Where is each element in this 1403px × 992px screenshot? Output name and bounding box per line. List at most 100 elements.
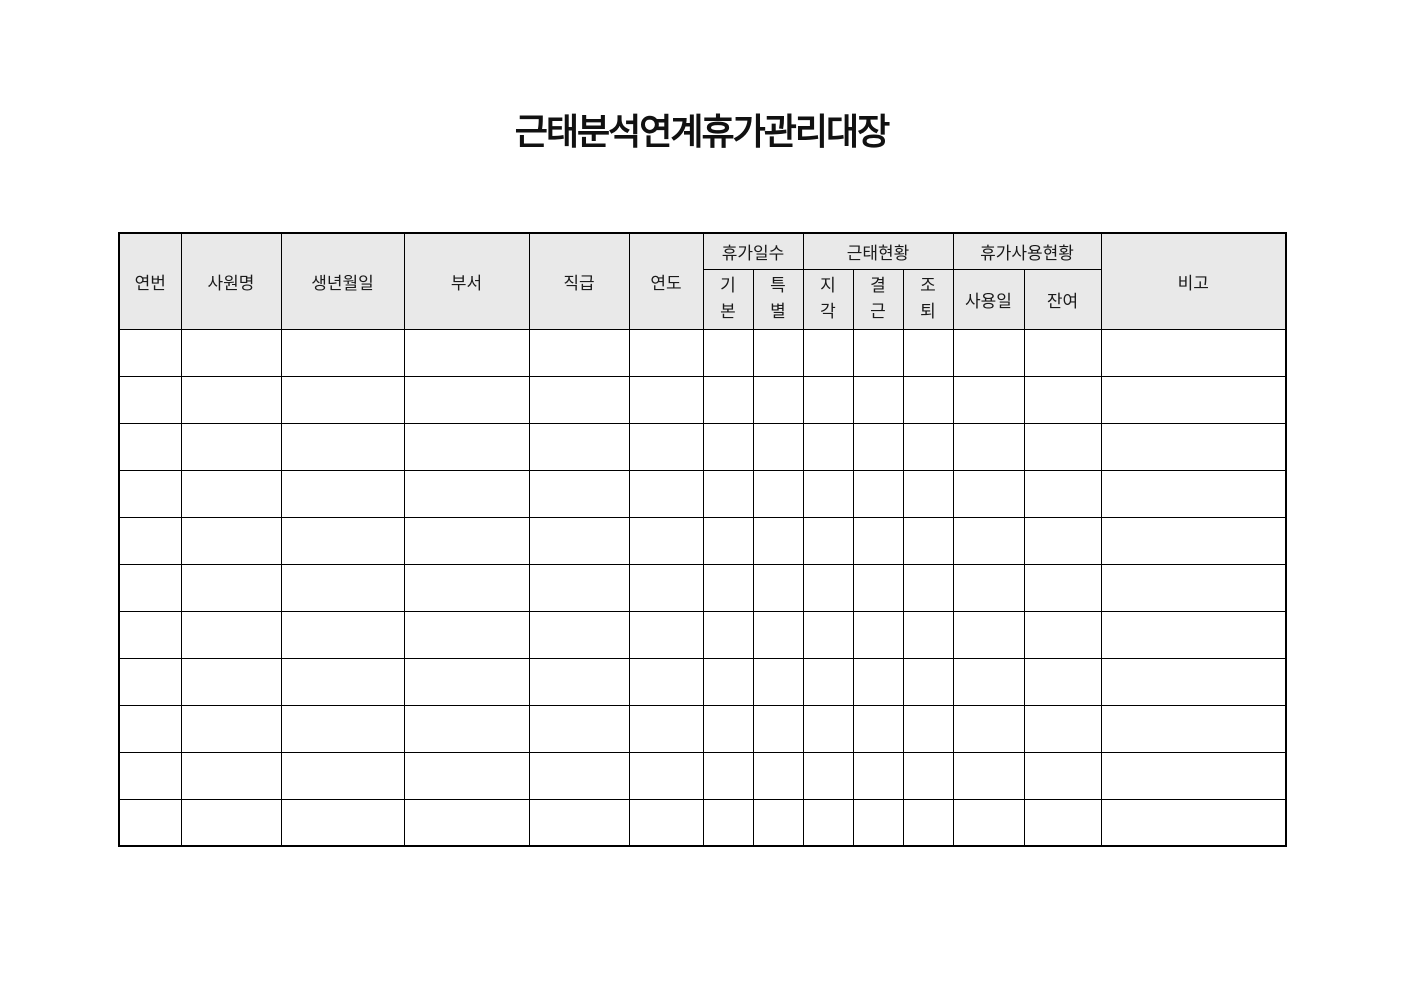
empty-cell xyxy=(403,422,530,471)
empty-cell xyxy=(1100,751,1287,800)
empty-cell xyxy=(118,610,182,659)
empty-cell xyxy=(902,516,954,565)
empty-cell xyxy=(280,798,405,847)
empty-cell xyxy=(702,798,754,847)
empty-cell xyxy=(802,704,854,753)
empty-cell xyxy=(628,563,704,612)
empty-cell xyxy=(118,375,182,424)
empty-cell xyxy=(852,751,904,800)
empty-cell xyxy=(180,563,282,612)
subcol-header-early-leave: 조 퇴 xyxy=(902,268,954,330)
col-header-employee-name: 사원명 xyxy=(180,232,282,330)
empty-cell xyxy=(752,610,804,659)
empty-cell xyxy=(528,657,630,706)
leave-management-table: 연번 사원명 생년월일 부서 직급 연도 휴가일수 근태현황 휴가사용현황 비고… xyxy=(118,232,1287,847)
empty-cell xyxy=(952,704,1025,753)
empty-cell xyxy=(702,375,754,424)
empty-cell xyxy=(1100,610,1287,659)
empty-cell xyxy=(118,704,182,753)
empty-cell xyxy=(628,610,704,659)
empty-cell xyxy=(752,657,804,706)
empty-cell xyxy=(852,798,904,847)
empty-cell xyxy=(902,610,954,659)
empty-cell xyxy=(1023,375,1102,424)
empty-cell xyxy=(752,563,804,612)
empty-cell xyxy=(902,563,954,612)
empty-cell xyxy=(180,375,282,424)
empty-cell xyxy=(528,798,630,847)
empty-cell xyxy=(180,422,282,471)
table-body xyxy=(118,328,1287,847)
group-header-attendance-status: 근태현황 xyxy=(802,232,954,270)
empty-cell xyxy=(752,516,804,565)
empty-cell xyxy=(1100,704,1287,753)
empty-cell xyxy=(628,328,704,377)
empty-cell xyxy=(528,704,630,753)
empty-cell xyxy=(902,422,954,471)
empty-cell xyxy=(852,422,904,471)
empty-cell xyxy=(1023,751,1102,800)
empty-cell xyxy=(902,328,954,377)
empty-row xyxy=(118,422,1287,471)
empty-cell xyxy=(702,657,754,706)
empty-cell xyxy=(802,469,854,518)
empty-cell xyxy=(528,328,630,377)
empty-cell xyxy=(118,657,182,706)
empty-cell xyxy=(118,798,182,847)
empty-cell xyxy=(752,704,804,753)
empty-cell xyxy=(852,704,904,753)
header-row-sub: 기 본 특 별 지 각 결 근 조 퇴 사용일 잔여 xyxy=(119,268,1286,330)
empty-cell xyxy=(280,704,405,753)
empty-row xyxy=(118,610,1287,659)
empty-cell xyxy=(628,469,704,518)
empty-cell xyxy=(752,469,804,518)
empty-cell xyxy=(702,422,754,471)
empty-cell xyxy=(902,469,954,518)
empty-cell xyxy=(118,516,182,565)
subcol-header-used-days: 사용일 xyxy=(952,268,1025,330)
empty-cell xyxy=(802,657,854,706)
empty-cell xyxy=(528,375,630,424)
empty-cell xyxy=(1023,516,1102,565)
empty-cell xyxy=(802,798,854,847)
empty-cell xyxy=(852,328,904,377)
empty-cell xyxy=(528,751,630,800)
empty-cell xyxy=(1100,657,1287,706)
empty-row xyxy=(118,751,1287,800)
empty-cell xyxy=(952,657,1025,706)
subcol-header-absence: 결 근 xyxy=(852,268,904,330)
empty-cell xyxy=(752,751,804,800)
empty-cell xyxy=(180,798,282,847)
empty-cell xyxy=(952,610,1025,659)
empty-cell xyxy=(280,751,405,800)
empty-cell xyxy=(752,375,804,424)
empty-cell xyxy=(1023,328,1102,377)
empty-row xyxy=(118,657,1287,706)
col-header-position: 직급 xyxy=(528,232,630,330)
empty-cell xyxy=(852,516,904,565)
empty-cell xyxy=(403,751,530,800)
empty-cell xyxy=(702,469,754,518)
document-title: 근태분석연계휴가관리대장 xyxy=(514,111,890,152)
empty-cell xyxy=(952,516,1025,565)
empty-cell xyxy=(752,328,804,377)
empty-cell xyxy=(802,328,854,377)
empty-cell xyxy=(180,610,282,659)
empty-cell xyxy=(1023,657,1102,706)
empty-cell xyxy=(1100,798,1287,847)
empty-cell xyxy=(902,798,954,847)
empty-cell xyxy=(628,657,704,706)
empty-cell xyxy=(952,751,1025,800)
empty-cell xyxy=(1100,563,1287,612)
empty-row xyxy=(118,798,1287,847)
empty-cell xyxy=(852,469,904,518)
empty-cell xyxy=(852,657,904,706)
empty-cell xyxy=(852,375,904,424)
empty-cell xyxy=(180,469,282,518)
empty-cell xyxy=(118,328,182,377)
empty-cell xyxy=(528,610,630,659)
empty-cell xyxy=(1023,563,1102,612)
empty-row xyxy=(118,328,1287,377)
empty-cell xyxy=(180,516,282,565)
empty-cell xyxy=(403,657,530,706)
